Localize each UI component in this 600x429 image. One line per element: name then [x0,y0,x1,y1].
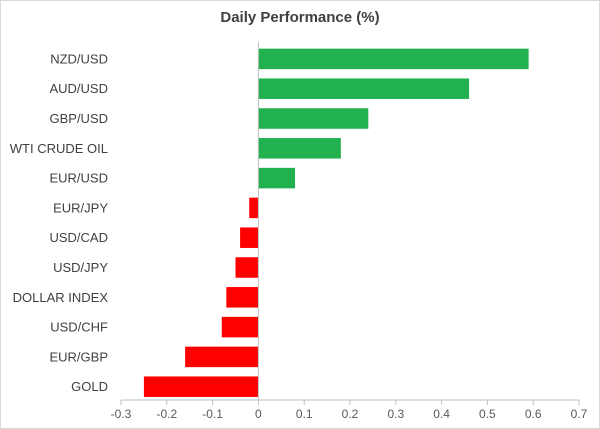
bar-nzd-usd [258,48,529,70]
category-label: DOLLAR INDEX [13,290,109,305]
bars-layer [143,48,529,397]
category-label: EUR/JPY [53,200,108,215]
x-tick-label: -0.3 [111,407,132,421]
category-label: EUR/USD [49,171,108,186]
bar-eur-jpy [249,197,259,219]
category-label: AUD/USD [49,81,108,96]
bar-usd-chf [221,316,259,338]
x-tick-label: -0.1 [202,407,223,421]
bar-gbp-usd [258,108,369,129]
category-label: USD/JPY [53,260,108,275]
bar-usd-jpy [235,257,259,278]
bar-eur-gbp [185,346,259,368]
category-label: GOLD [71,379,108,394]
x-axis: -0.3 -0.2 -0.1 0 0.1 0.2 0.3 0.4 0.5 0.6 0.7 [111,42,588,421]
x-tick-label: 0.4 [433,407,450,421]
x-tick-label: 0.6 [525,407,542,421]
bar-eur-usd [258,167,296,189]
category-label: EUR/GBP [49,349,108,364]
category-label: WTI CRUDE OIL [10,141,108,156]
bar-aud-usd [258,78,470,99]
category-label: NZD/USD [50,51,108,66]
x-tick-label: 0.7 [571,407,588,421]
bar-usd-cad [240,227,259,248]
x-tick-label: 0.2 [342,407,359,421]
bar-wti-crude-oil [258,138,341,159]
x-tick-label: 0.5 [479,407,496,421]
x-tick-label: 0.3 [387,407,404,421]
x-tick-label: 0.1 [296,407,313,421]
bar-gold [143,376,259,397]
x-tick-label: -0.2 [156,407,177,421]
category-label: GBP/USD [49,111,108,126]
category-label: USD/CHF [50,320,108,335]
category-labels: NZD/USD AUD/USD GBP/USD WTI CRUDE OIL EUR/US… [10,51,109,394]
category-label: USD/CAD [49,230,108,245]
bar-dollar-index [226,287,259,308]
chart-title: Daily Performance (%) [220,9,380,26]
x-tick-label: 0 [255,407,262,421]
